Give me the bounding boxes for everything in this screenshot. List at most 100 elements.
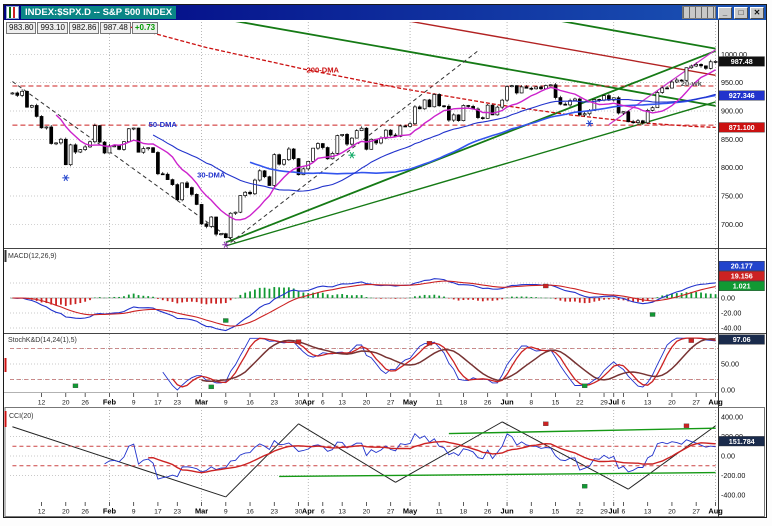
svg-text:950.00: 950.00 bbox=[721, 78, 743, 87]
svg-text:Aug: Aug bbox=[708, 398, 723, 407]
stoch-panel bbox=[10, 337, 718, 391]
svg-text:800.00: 800.00 bbox=[721, 163, 743, 172]
svg-text:18: 18 bbox=[460, 400, 468, 407]
svg-text:Mar: Mar bbox=[195, 507, 208, 516]
svg-text:Jun: Jun bbox=[500, 507, 514, 516]
svg-text:20: 20 bbox=[62, 509, 70, 516]
chart-canvas[interactable]: 200-DMA 50-DMA 30-DMA 20-wk MACD(12,26,9) Sto… bbox=[4, 20, 766, 517]
svg-text:26: 26 bbox=[484, 400, 492, 407]
maximize-button[interactable]: □ bbox=[734, 6, 748, 19]
svg-text:9: 9 bbox=[224, 400, 228, 407]
svg-text:27: 27 bbox=[387, 400, 395, 407]
svg-text:20-wk: 20-wk bbox=[681, 79, 703, 88]
svg-text:6: 6 bbox=[321, 509, 325, 516]
svg-text:Feb: Feb bbox=[103, 507, 117, 516]
svg-text:-200.00: -200.00 bbox=[721, 471, 745, 480]
svg-text:11: 11 bbox=[436, 509, 443, 516]
svg-text:22: 22 bbox=[576, 509, 584, 516]
macd-label: MACD(12,26,9) bbox=[8, 253, 57, 260]
macd-panel bbox=[10, 278, 718, 332]
svg-text:12: 12 bbox=[38, 509, 46, 516]
svg-text:-400.00: -400.00 bbox=[721, 491, 745, 500]
quote-strip: 983.80 993.10 982.86 987.48 +0.73 bbox=[6, 22, 159, 34]
svg-text:9: 9 bbox=[224, 509, 228, 516]
svg-text:23: 23 bbox=[271, 400, 279, 407]
window-title: INDEX:$SPX.D -- S&P 500 INDEX bbox=[21, 6, 177, 19]
svg-text:750.00: 750.00 bbox=[721, 191, 743, 200]
toolbar-button-group[interactable] bbox=[682, 6, 716, 19]
ma-lines bbox=[55, 69, 716, 221]
svg-text:Jun: Jun bbox=[500, 398, 514, 407]
svg-text:23: 23 bbox=[271, 509, 279, 516]
svg-text:Apr: Apr bbox=[302, 398, 315, 407]
svg-text:6: 6 bbox=[622, 509, 626, 516]
svg-text:1.021: 1.021 bbox=[733, 282, 751, 291]
date-axis-2: 12 20 26 Feb 9 17 23 Mar 9 16 23 30 Apr 6 13 20 27 May 11 1… bbox=[38, 502, 723, 516]
app-icon bbox=[6, 6, 19, 19]
svg-text:8: 8 bbox=[529, 509, 533, 516]
svg-text:17: 17 bbox=[154, 509, 162, 516]
svg-text:27: 27 bbox=[692, 400, 700, 407]
quote-change: +0.73 bbox=[131, 22, 159, 34]
svg-text:9: 9 bbox=[132, 509, 136, 516]
svg-text:Jul: Jul bbox=[608, 507, 619, 516]
svg-text:20: 20 bbox=[668, 509, 676, 516]
svg-text:Apr: Apr bbox=[302, 507, 315, 516]
quote-last: 987.48 bbox=[100, 22, 131, 34]
candles-layer bbox=[10, 59, 718, 239]
svg-text:8: 8 bbox=[529, 400, 533, 407]
cci-panel bbox=[12, 421, 716, 498]
svg-text:29: 29 bbox=[600, 400, 608, 407]
svg-text:26: 26 bbox=[81, 509, 89, 516]
svg-text:30: 30 bbox=[295, 509, 303, 516]
svg-text:20: 20 bbox=[62, 400, 70, 407]
date-axis-1: 12 20 26 Feb 9 17 23 Mar 9 16 23 30 Apr 6 13 20 27 May 11 1… bbox=[38, 393, 723, 407]
svg-text:6: 6 bbox=[622, 400, 626, 407]
svg-text:927.346: 927.346 bbox=[729, 91, 755, 100]
close-button[interactable]: ✕ bbox=[750, 6, 764, 19]
svg-text:13: 13 bbox=[644, 509, 652, 516]
svg-text:19.156: 19.156 bbox=[731, 272, 753, 281]
chart-window: INDEX:$SPX.D -- S&P 500 INDEX _ □ ✕ 200-… bbox=[3, 4, 767, 518]
svg-text:850.00: 850.00 bbox=[721, 135, 743, 144]
svg-text:11: 11 bbox=[436, 400, 443, 407]
svg-text:22: 22 bbox=[576, 400, 584, 407]
price-trendlines bbox=[12, 22, 716, 247]
svg-text:20: 20 bbox=[363, 400, 371, 407]
svg-text:987.48: 987.48 bbox=[731, 57, 753, 66]
svg-text:29: 29 bbox=[600, 509, 608, 516]
svg-text:-40.00: -40.00 bbox=[721, 324, 741, 333]
svg-text:18: 18 bbox=[460, 509, 468, 516]
svg-text:Feb: Feb bbox=[103, 398, 117, 407]
cci-label: CCI(20) bbox=[9, 413, 34, 420]
svg-text:97.06: 97.06 bbox=[733, 335, 751, 344]
svg-text:30: 30 bbox=[295, 400, 303, 407]
quote-low: 982.86 bbox=[68, 22, 100, 34]
svg-text:13: 13 bbox=[644, 400, 652, 407]
svg-text:23: 23 bbox=[174, 509, 182, 516]
svg-text:StochK&D(14,24(1),5): StochK&D(14,24(1),5) bbox=[8, 337, 77, 344]
svg-text:50.00: 50.00 bbox=[721, 360, 739, 369]
chart-content: 200-DMA 50-DMA 30-DMA 20-wk MACD(12,26,9) Sto… bbox=[4, 20, 766, 517]
svg-text:151.784: 151.784 bbox=[729, 437, 755, 446]
svg-text:13: 13 bbox=[338, 400, 346, 407]
svg-text:0.00: 0.00 bbox=[721, 386, 735, 395]
svg-text:MACD(12,26,9): MACD(12,26,9) bbox=[8, 253, 57, 260]
svg-text:May: May bbox=[403, 507, 418, 516]
svg-text:16: 16 bbox=[246, 509, 254, 516]
svg-text:15: 15 bbox=[552, 400, 560, 407]
minimize-button[interactable]: _ bbox=[718, 6, 732, 19]
svg-text:23: 23 bbox=[174, 400, 182, 407]
svg-text:700.00: 700.00 bbox=[721, 220, 743, 229]
svg-text:13: 13 bbox=[338, 509, 346, 516]
titlebar[interactable]: INDEX:$SPX.D -- S&P 500 INDEX _ □ ✕ bbox=[4, 5, 766, 20]
svg-text:26: 26 bbox=[81, 400, 89, 407]
svg-text:16: 16 bbox=[246, 400, 254, 407]
svg-text:9: 9 bbox=[132, 400, 136, 407]
price-axis: 1000.00 950.00 900.00 850.00 800.00 750.00 700… bbox=[718, 50, 765, 500]
svg-text:Jul: Jul bbox=[608, 398, 619, 407]
svg-text:May: May bbox=[403, 398, 418, 407]
svg-text:871.100: 871.100 bbox=[729, 123, 755, 132]
svg-text:CCI(20): CCI(20) bbox=[9, 413, 34, 420]
